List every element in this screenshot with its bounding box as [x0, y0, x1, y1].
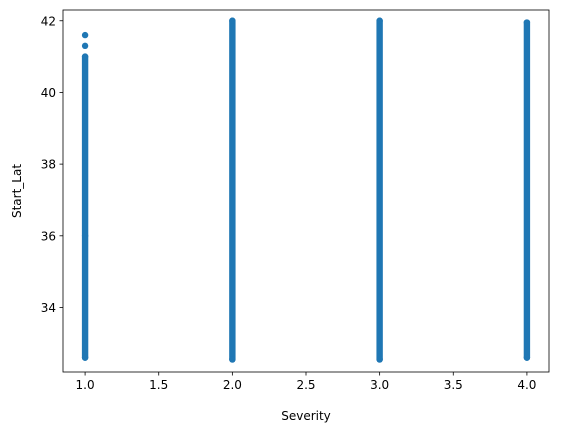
x-tick-label: 1.0 [76, 378, 95, 392]
y-tick-label: 38 [41, 158, 56, 172]
data-point [376, 356, 383, 363]
x-tick-label: 2.0 [223, 378, 242, 392]
plot-frame [62, 9, 550, 373]
x-tick-label: 2.5 [296, 378, 315, 392]
data-point [81, 42, 89, 50]
y-axis-label: Start_Lat [10, 164, 24, 218]
data-point [523, 19, 531, 26]
y-tick-label: 40 [41, 86, 56, 100]
data-point [81, 31, 89, 39]
data-point [523, 354, 531, 361]
y-tick-label: 42 [41, 14, 56, 28]
data-point [81, 354, 89, 361]
point-strip-1 [81, 53, 89, 361]
points-layer [81, 17, 531, 363]
y-tick-label: 36 [41, 229, 56, 243]
data-point [229, 17, 236, 24]
x-tick-label: 3.0 [370, 378, 389, 392]
point-strip-4 [523, 19, 531, 361]
y-tick-label: 34 [41, 301, 56, 315]
data-point [229, 356, 236, 363]
x-axis-label: Severity [281, 409, 331, 423]
point-strip-2 [229, 17, 236, 363]
x-tick-label: 4.0 [517, 378, 536, 392]
x-tick-label: 1.5 [149, 378, 168, 392]
point-strip-3 [376, 17, 383, 363]
data-point [81, 232, 89, 240]
data-point [376, 17, 383, 24]
data-point [81, 53, 89, 60]
strips-layer [81, 17, 531, 363]
y-axis-ticks: 34 36 38 40 42 [41, 14, 63, 315]
x-tick-label: 3.5 [444, 378, 463, 392]
x-axis-ticks: 1.0 1.5 2.0 2.5 3.0 3.5 4.0 [76, 372, 536, 392]
